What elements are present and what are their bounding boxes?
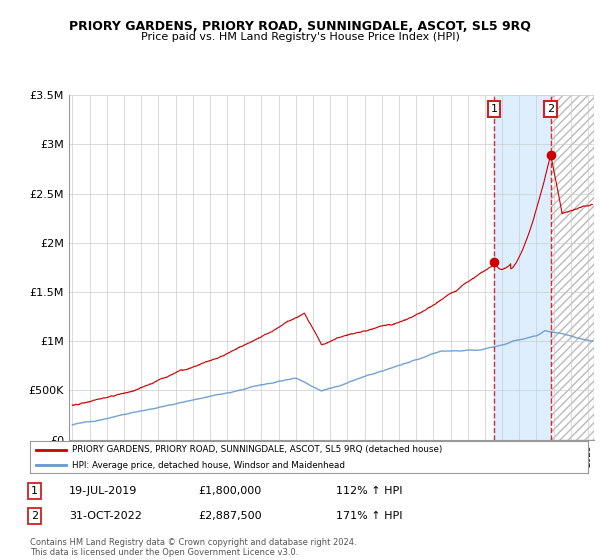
Text: 19-JUL-2019: 19-JUL-2019: [69, 486, 137, 496]
Text: 171% ↑ HPI: 171% ↑ HPI: [336, 511, 403, 521]
Text: £1,800,000: £1,800,000: [198, 486, 261, 496]
Text: HPI: Average price, detached house, Windsor and Maidenhead: HPI: Average price, detached house, Wind…: [72, 460, 345, 470]
Text: PRIORY GARDENS, PRIORY ROAD, SUNNINGDALE, ASCOT, SL5 9RQ: PRIORY GARDENS, PRIORY ROAD, SUNNINGDALE…: [69, 20, 531, 32]
Bar: [551, 95, 594, 440]
Text: Contains HM Land Registry data © Crown copyright and database right 2024.
This d: Contains HM Land Registry data © Crown c…: [30, 538, 356, 557]
Text: £2,887,500: £2,887,500: [198, 511, 262, 521]
Text: 2: 2: [31, 511, 38, 521]
Text: 2: 2: [547, 104, 554, 114]
Text: 31-OCT-2022: 31-OCT-2022: [69, 511, 142, 521]
Bar: [551, 95, 594, 440]
Text: PRIORY GARDENS, PRIORY ROAD, SUNNINGDALE, ASCOT, SL5 9RQ (detached house): PRIORY GARDENS, PRIORY ROAD, SUNNINGDALE…: [72, 445, 442, 454]
Text: Price paid vs. HM Land Registry's House Price Index (HPI): Price paid vs. HM Land Registry's House …: [140, 32, 460, 43]
Text: 112% ↑ HPI: 112% ↑ HPI: [336, 486, 403, 496]
Text: 1: 1: [491, 104, 497, 114]
Text: 1: 1: [31, 486, 38, 496]
Bar: [494, 95, 551, 440]
